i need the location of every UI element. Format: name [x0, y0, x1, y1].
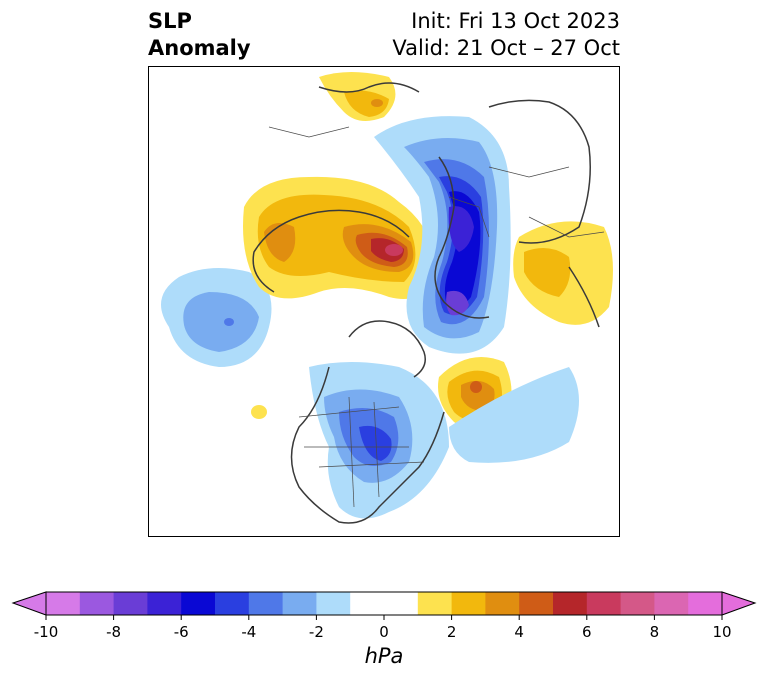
small-high: [251, 405, 267, 419]
colorbar-cell: [215, 592, 250, 615]
valid-range: Valid: 21 Oct – 27 Oct: [392, 36, 620, 60]
high-north: [319, 72, 396, 121]
colorbar-units: hPa: [364, 644, 404, 668]
borders: [268, 126, 605, 508]
low-north-america: [309, 362, 579, 519]
colorbar-over-arrow: [721, 591, 757, 616]
colorbar-tick-label: -8: [106, 623, 121, 640]
colorbar-tick-label: 6: [582, 623, 592, 640]
colorbar-tick-label: 4: [514, 623, 524, 640]
colorbar-cell: [282, 592, 317, 615]
title-variable: SLP: [148, 9, 192, 33]
colorbar-cell: [248, 592, 284, 615]
low-pacific: [161, 268, 272, 367]
colorbar-cell: [46, 592, 81, 615]
high-arctic: [243, 176, 434, 299]
coastlines: [252, 82, 600, 524]
colorbar-cell: [620, 592, 655, 615]
map-canvas: [149, 72, 613, 524]
title-left: SLP Anomaly: [148, 8, 251, 62]
colorbar-cell: [113, 592, 148, 615]
colorbar-cell: [586, 592, 622, 615]
init-date: Init: Fri 13 Oct 2023: [411, 9, 620, 33]
high-east: [513, 221, 613, 325]
colorbar-tick-label: 8: [650, 623, 660, 640]
colorbar-cell: [79, 592, 115, 615]
colorbar-cells: [46, 592, 723, 615]
colorbar-tick-label: 2: [447, 623, 457, 640]
colorbar-cell: [688, 592, 723, 615]
colorbar-tick-label: -6: [174, 623, 189, 640]
colorbar-tick-label: 0: [379, 623, 389, 640]
colorbar-cell: [181, 592, 216, 615]
colorbar-cell: [384, 592, 419, 615]
anomaly-map: [148, 66, 620, 537]
colorbar-cell: [350, 592, 385, 615]
colorbar: -10 -8 -6 -4 -2 0 2 4 6 8 10: [11, 591, 757, 640]
colorbar-tick-label: -4: [241, 623, 256, 640]
polar-gap: [149, 289, 155, 319]
colorbar-cell: [316, 592, 351, 615]
colorbar-cell: [654, 592, 689, 615]
colorbar-tick-label: -10: [34, 623, 59, 640]
colorbar-tick-label: 10: [712, 623, 731, 640]
colorbar-tick-label: -2: [309, 623, 324, 640]
colorbar-cell: [485, 592, 520, 615]
colorbar-cell: [147, 592, 182, 615]
low-europe: [374, 116, 511, 354]
colorbar-ticks: -10 -8 -6 -4 -2 0 2 4 6 8 10: [34, 615, 732, 640]
colorbar-under-arrow: [11, 591, 47, 616]
title-field: Anomaly: [148, 36, 251, 60]
title-right: Init: Fri 13 Oct 2023 Valid: 21 Oct – 27…: [392, 8, 620, 62]
colorbar-cell: [553, 592, 588, 615]
colorbar-cell: [451, 592, 486, 615]
colorbar-cell: [519, 592, 554, 615]
colorbar-cell: [417, 592, 453, 615]
